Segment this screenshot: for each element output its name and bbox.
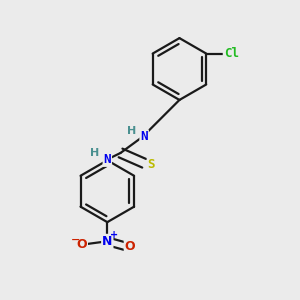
Text: −: −: [70, 235, 80, 245]
Text: N: N: [102, 235, 112, 248]
Text: +: +: [110, 230, 118, 240]
Text: S: S: [148, 158, 155, 171]
Text: N: N: [140, 130, 148, 143]
Text: H: H: [127, 126, 136, 136]
Text: N: N: [103, 153, 111, 166]
Text: H: H: [90, 148, 100, 158]
Text: O: O: [125, 240, 135, 253]
Text: Cl: Cl: [224, 47, 239, 60]
Text: O: O: [76, 238, 87, 251]
